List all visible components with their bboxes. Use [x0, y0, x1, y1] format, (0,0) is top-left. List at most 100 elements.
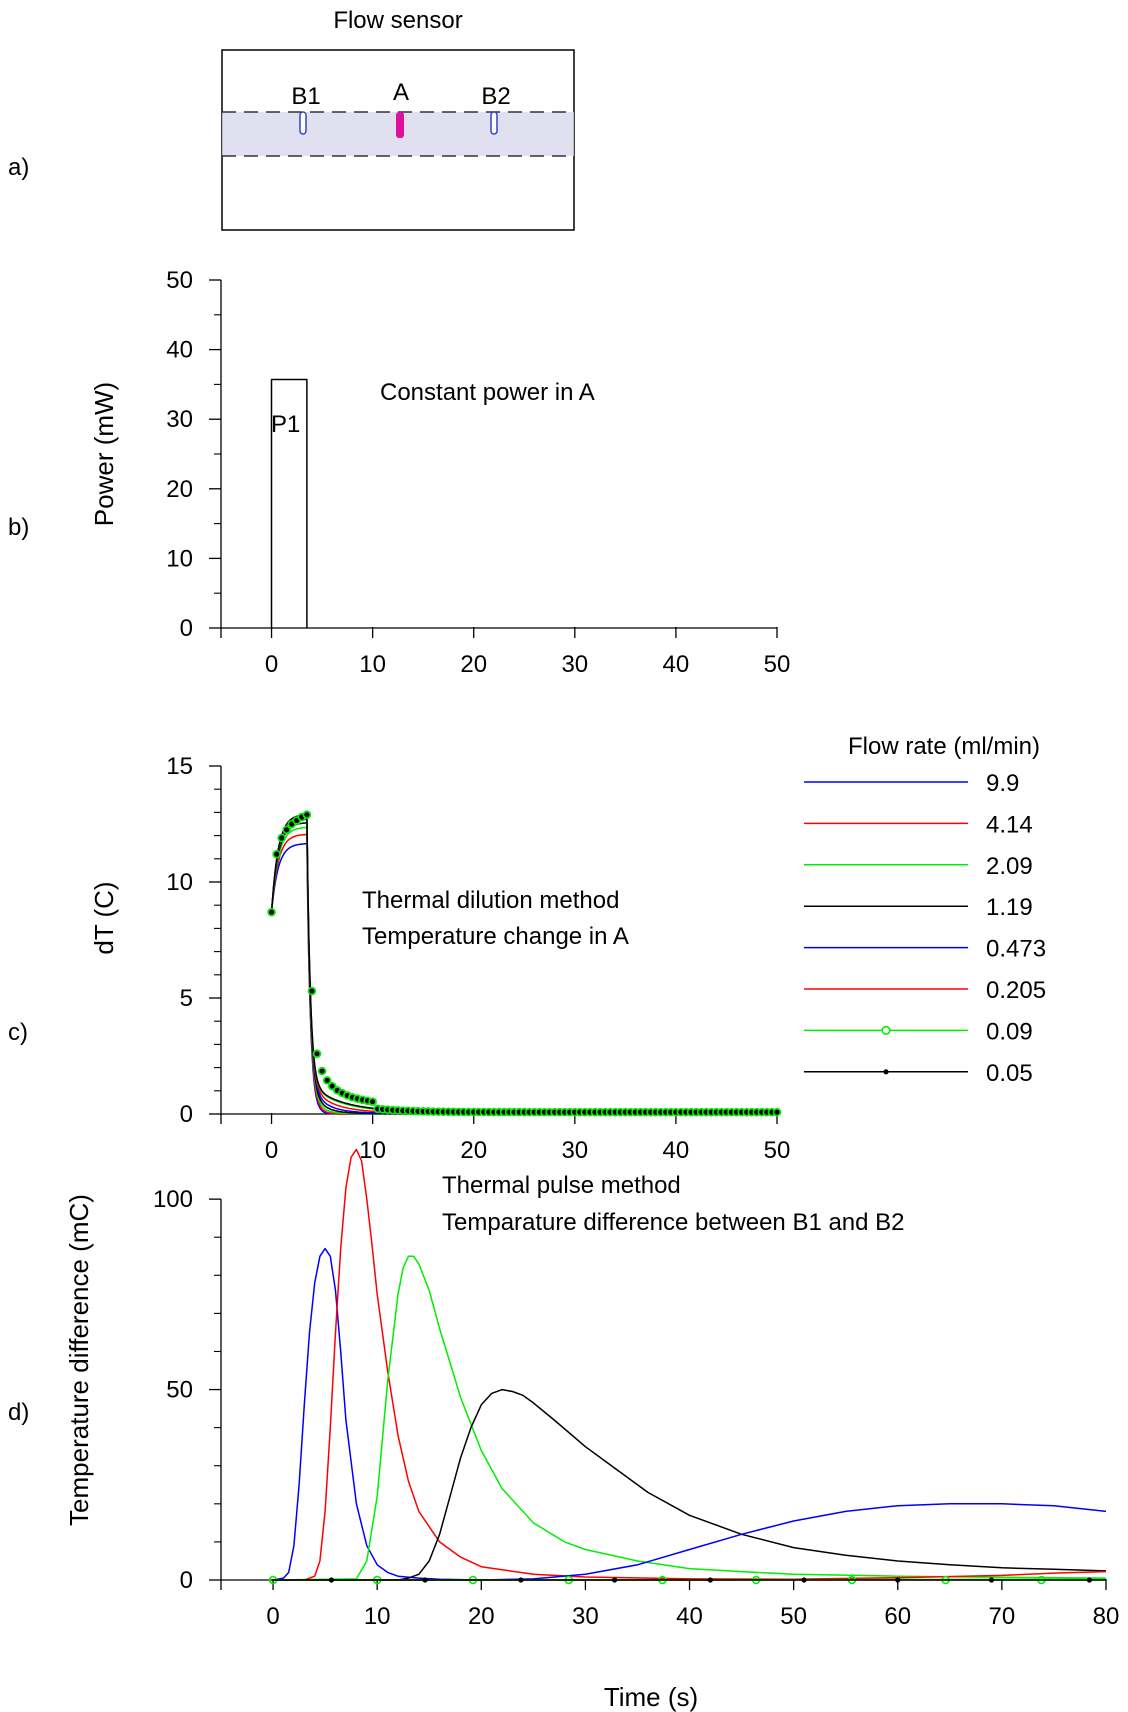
dilution-series-0-05	[270, 813, 777, 1113]
y-tick-label: 50	[166, 1377, 193, 1404]
y-tick-label: 20	[166, 476, 193, 503]
legend-marker	[881, 1025, 891, 1035]
data-point-dot	[289, 821, 295, 827]
data-point-open	[322, 1076, 332, 1085]
dilution-series-4-14	[270, 833, 777, 1115]
data-point-open	[368, 1097, 377, 1107]
x-tick-label: 20	[460, 651, 487, 678]
pulse-label: P1	[271, 411, 300, 438]
dilution-series-0-205	[270, 816, 777, 1114]
data-point-dot	[1086, 1577, 1092, 1583]
dilution-series-0-09	[270, 815, 777, 1114]
dilution-annotation-line1: Thermal dilution method	[362, 887, 619, 914]
x-tick-label: 40	[663, 651, 690, 678]
pulse-annotation-line1: Thermal pulse method	[442, 1172, 681, 1199]
legend-label: 1.19	[986, 894, 1033, 921]
data-point-dot	[304, 812, 310, 818]
heater-a	[396, 112, 404, 138]
panel-label-d: d)	[8, 1399, 29, 1426]
x-tick-label: 70	[989, 1603, 1016, 1630]
x-tick-label: 80	[1093, 1603, 1120, 1630]
data-point-open	[312, 1049, 322, 1058]
x-tick-label: 30	[561, 651, 588, 678]
pulse-series-4-14	[273, 1148, 1106, 1581]
legend-label: 0.205	[986, 977, 1046, 1004]
legend-title: Flow rate (ml/min)	[848, 733, 1040, 760]
chart-pulse-series	[268, 1148, 1107, 1585]
data-point-dot	[279, 835, 285, 841]
panel-label-a: a)	[8, 154, 29, 181]
x-tick-label: 0	[265, 1137, 278, 1164]
chart-pulse-axes: 0 10 20 30 40 50 60 70 80 0 50 100	[153, 1186, 1119, 1630]
legend-label: 0.09	[986, 1018, 1033, 1045]
y-tick-label: 10	[166, 869, 193, 896]
x-tick-label: 60	[884, 1603, 911, 1630]
data-point-dot	[988, 1577, 995, 1583]
data-point-dot	[274, 851, 280, 857]
dilution-series-2-09	[270, 826, 777, 1115]
power-y-axis-title: Power (mW)	[89, 382, 119, 526]
data-point-dot	[895, 1577, 901, 1583]
data-point-dot	[284, 827, 290, 833]
chart-dilution-axes: 0 10 20 30 40 50 0 5 10 15	[166, 753, 790, 1164]
legend-marker	[883, 1069, 889, 1075]
dilution-series-0-473	[270, 818, 777, 1115]
pulse-annotation-line2: Temparature difference between B1 and B2	[442, 1209, 905, 1236]
y-tick-label: 40	[166, 337, 193, 364]
data-point-dot	[328, 1577, 334, 1583]
chart-power-series	[270, 378, 308, 628]
data-point-dot	[422, 1577, 428, 1583]
x-tick-label: 20	[468, 1603, 495, 1630]
x-tick-label: 50	[780, 1603, 807, 1630]
sensor-label-b2: B2	[481, 83, 510, 110]
power-annotation: Constant power in A	[380, 379, 595, 406]
chart-dilution-series	[267, 810, 782, 1117]
data-point-dot	[319, 1068, 325, 1074]
x-tick-label: 40	[676, 1603, 703, 1630]
x-tick-label: 10	[359, 1137, 386, 1164]
data-point-dot	[518, 1577, 524, 1583]
data-point-open	[282, 825, 292, 835]
legend-label: 2.09	[986, 853, 1033, 880]
x-tick-label: 10	[364, 1603, 391, 1630]
chart-power: 0 10 20 30 40 50 0 10 20 30 40 50 Power (mW) Consta…	[89, 267, 790, 678]
x-tick-label: 30	[572, 1603, 599, 1630]
legend-label: 0.05	[986, 1060, 1033, 1087]
data-point-open	[302, 810, 312, 820]
y-tick-label: 0	[180, 1567, 193, 1594]
data-point-open	[772, 1107, 782, 1117]
panel-label-b: b)	[8, 514, 29, 541]
data-point-dot	[774, 1109, 780, 1115]
x-tick-label: 40	[663, 1137, 690, 1164]
sensor-label-b1: B1	[291, 83, 320, 110]
data-point-dot	[801, 1577, 807, 1583]
power-pulse-line	[270, 378, 308, 628]
sensor-diagram: Flow sensor B1 A B2	[221, 7, 575, 231]
y-tick-label: 5	[180, 985, 193, 1012]
y-tick-label: 50	[166, 267, 193, 294]
chart-dilution: 0 10 20 30 40 50 0 5 10 15 dT (C) Thermal dilutio…	[89, 753, 790, 1164]
y-tick-label: 100	[153, 1186, 193, 1213]
chart-power-axes: 0 10 20 30 40 50 0 10 20 30 40 50	[166, 267, 790, 678]
pulse-series-9-9	[272, 1247, 482, 1581]
probe-b1	[299, 111, 307, 135]
sensor-title: Flow sensor	[333, 7, 462, 34]
y-tick-label: 15	[166, 753, 193, 780]
x-tick-label: 30	[561, 1137, 588, 1164]
data-point-open	[338, 1088, 347, 1098]
x-tick-label: 50	[764, 1137, 791, 1164]
y-tick-label: 10	[166, 545, 193, 572]
legend-label: 0.473	[986, 936, 1046, 963]
panel-label-c: c)	[8, 1019, 28, 1046]
data-point-open	[327, 1081, 337, 1091]
data-point-open	[272, 849, 281, 859]
data-point-dot	[370, 1099, 376, 1105]
legend-label: 9.9	[986, 770, 1019, 797]
sensor-label-a: A	[393, 79, 409, 106]
data-point-open	[317, 1066, 327, 1076]
data-point-dot	[707, 1577, 713, 1583]
data-point-open	[267, 907, 276, 917]
data-point-dot	[611, 1577, 618, 1583]
data-point-dot	[309, 988, 315, 994]
data-point-open	[307, 986, 317, 996]
